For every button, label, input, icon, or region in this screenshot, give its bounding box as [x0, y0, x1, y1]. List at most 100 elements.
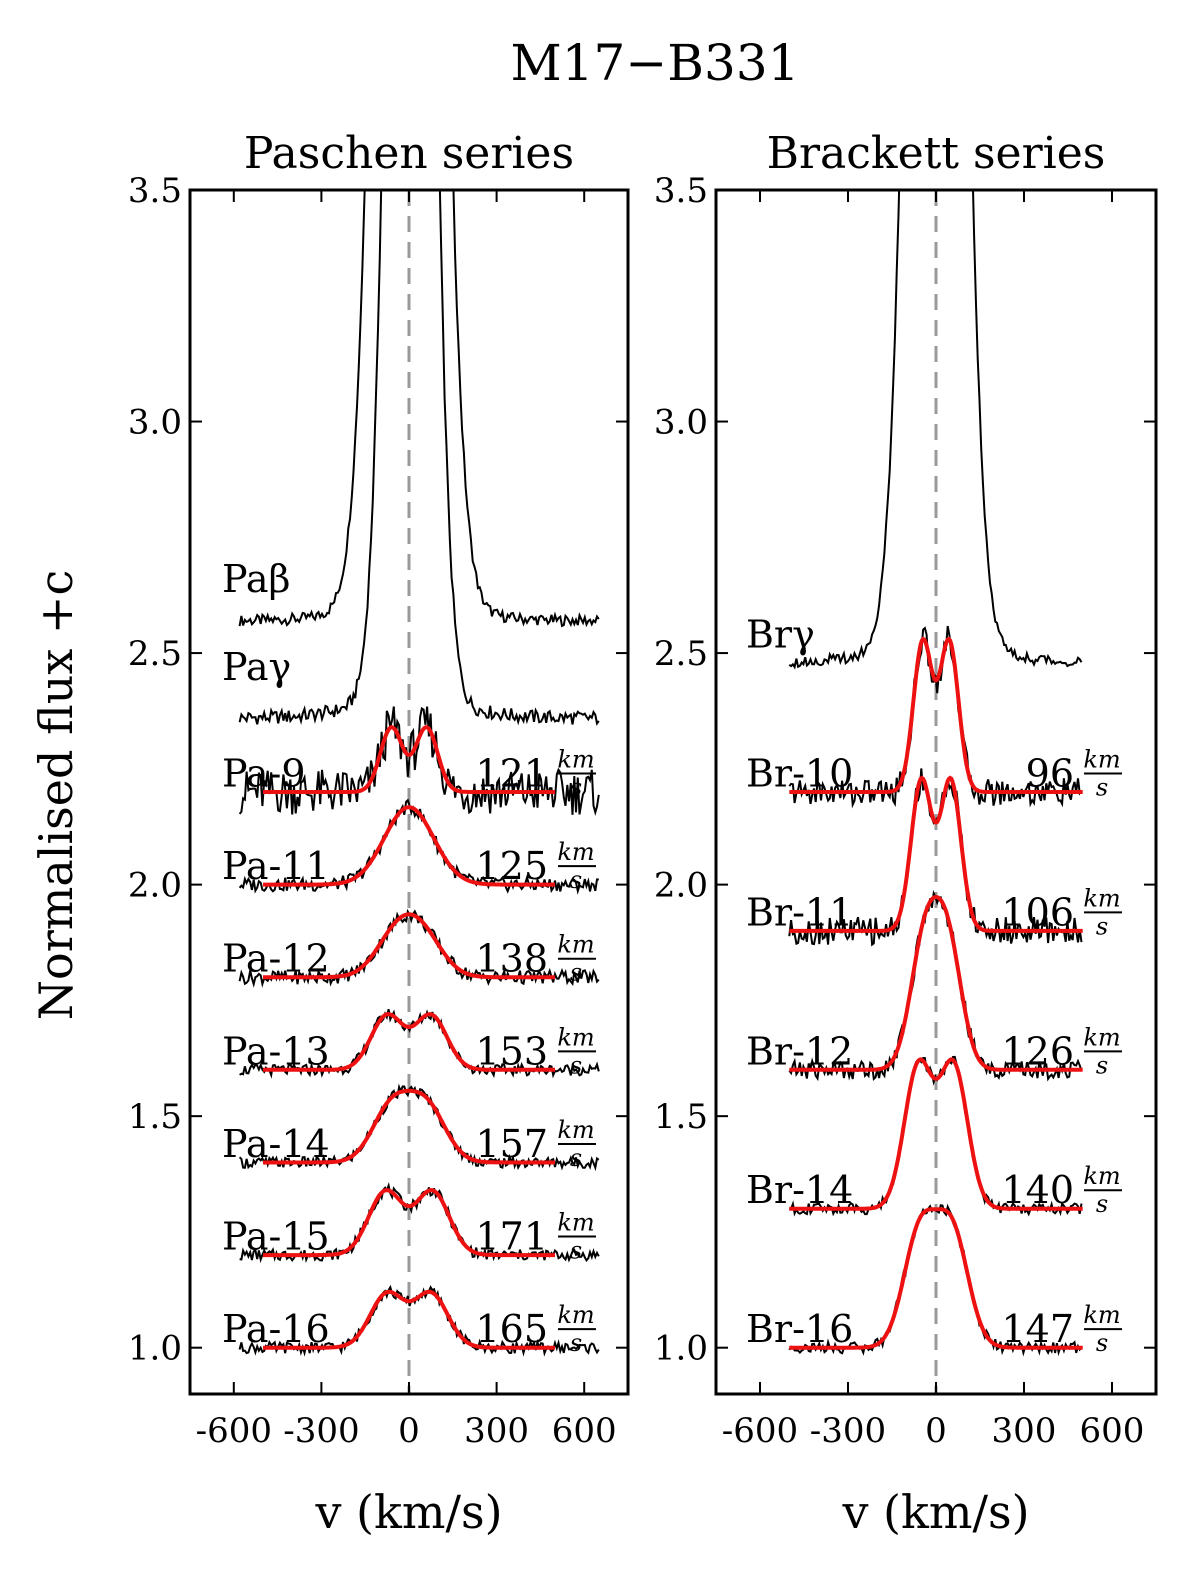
width-value-br-11: 106	[1001, 890, 1074, 934]
plot-area	[788, 190, 1083, 1357]
y-tick-label: 1.5	[654, 1097, 708, 1137]
width-unit-numerator: km	[557, 1023, 594, 1051]
width-unit-numerator: km	[557, 931, 594, 959]
width-unit-denominator: s	[570, 866, 582, 894]
y-tick-label: 3.0	[128, 403, 182, 443]
panel-title: Brackett series	[767, 128, 1106, 179]
observed-spectrum-pa-9	[238, 706, 600, 816]
y-tick-label: 3.5	[654, 171, 708, 211]
width-unit-denominator: s	[1096, 912, 1108, 940]
width-value-pa-12: 138	[475, 937, 548, 981]
line-label-pa-13: Pa-13	[222, 1029, 330, 1073]
fit-profile-pa-16	[263, 1289, 555, 1350]
x-tick-label: 300	[464, 1411, 529, 1451]
line-label-pa-15: Pa-15	[222, 1215, 330, 1259]
width-value-br-12: 126	[1001, 1029, 1074, 1073]
y-tick-label: 1.0	[654, 1329, 708, 1369]
x-tick-label: -600	[196, 1411, 272, 1451]
observed-spectrum-br-10	[788, 625, 1083, 809]
line-label-pa-9: Pa-9	[222, 751, 306, 795]
width-unit-denominator: s	[1096, 773, 1108, 801]
width-value-br-10: 96	[1026, 751, 1074, 795]
line-label-br-16: Br-16	[746, 1307, 853, 1351]
line-label-pa-11: Pa-11	[222, 844, 330, 888]
width-value-pa-16: 165	[475, 1307, 548, 1351]
observed-spectrum-pa	[238, 190, 600, 726]
width-unit-denominator: s	[1096, 1051, 1108, 1079]
width-value-pa-13: 153	[475, 1029, 548, 1073]
width-unit-denominator: s	[570, 1051, 582, 1079]
fit-profile-pa-15	[263, 1188, 555, 1258]
line-label-br-12: Br-12	[746, 1029, 853, 1073]
line-label-br-10: Br-10	[746, 751, 853, 795]
y-tick-label: 1.5	[128, 1097, 182, 1137]
width-unit-numerator: km	[1083, 745, 1120, 773]
width-unit-numerator: km	[1083, 1023, 1120, 1051]
y-tick-label: 1.0	[128, 1329, 182, 1369]
fit-profile-pa-13	[263, 1012, 555, 1072]
x-tick-label: -300	[283, 1411, 359, 1451]
width-unit-denominator: s	[570, 1237, 582, 1265]
width-value-br-14: 140	[1001, 1168, 1074, 1212]
width-unit-numerator: km	[557, 838, 594, 866]
x-tick-label: -600	[722, 1411, 798, 1451]
x-tick-label: 0	[398, 1411, 420, 1451]
line-label-pa: Paβ	[222, 557, 291, 601]
fit-profile-pa-9	[263, 725, 555, 794]
x-axis-label: v (km/s)	[314, 1485, 502, 1539]
line-label-pa-16: Pa-16	[222, 1307, 330, 1351]
fit-profile-br-10	[789, 636, 1083, 794]
width-unit-denominator: s	[570, 1329, 582, 1357]
fit-profile-pa-12	[263, 912, 555, 980]
width-unit-numerator: km	[1083, 1301, 1120, 1329]
fit-profile-pa-11	[263, 805, 555, 887]
fit-profile-br-14	[789, 1057, 1083, 1211]
line-label-pa: Paγ	[222, 645, 291, 689]
width-unit-numerator: km	[1083, 1162, 1120, 1190]
y-tick-label: 3.0	[654, 403, 708, 443]
width-unit-denominator: s	[570, 773, 582, 801]
line-label-br-11: Br-11	[746, 890, 853, 934]
width-unit-denominator: s	[570, 959, 582, 987]
width-unit-denominator: s	[570, 1144, 582, 1172]
y-tick-label: 2.5	[654, 634, 708, 674]
fit-profile-pa-14	[263, 1088, 555, 1165]
fit-profile-br-12	[789, 894, 1083, 1072]
width-value-pa-14: 157	[475, 1122, 548, 1166]
width-unit-numerator: km	[557, 1301, 594, 1329]
fit-profile-br-11	[789, 775, 1083, 933]
observed-spectrum-pa	[238, 190, 600, 628]
x-tick-label: 600	[552, 1411, 617, 1451]
width-value-pa-9: 121	[475, 751, 548, 795]
line-label-br-14: Br-14	[746, 1168, 853, 1212]
x-tick-label: -300	[810, 1411, 886, 1451]
y-tick-label: 2.5	[128, 634, 182, 674]
observed-spectrum-br	[788, 190, 1083, 670]
x-tick-label: 600	[1080, 1411, 1145, 1451]
line-label-br: Brγ	[746, 613, 815, 657]
panel-title: Paschen series	[244, 128, 574, 179]
x-tick-label: 0	[925, 1411, 947, 1451]
width-unit-numerator: km	[557, 1116, 594, 1144]
width-unit-numerator: km	[1083, 884, 1120, 912]
width-unit-denominator: s	[1096, 1329, 1108, 1357]
y-axis-label: Normalised flux +c	[29, 570, 83, 1020]
y-tick-label: 3.5	[128, 171, 182, 211]
figure-title: M17−B331	[511, 34, 800, 92]
width-value-pa-11: 125	[475, 844, 548, 888]
y-tick-label: 2.0	[654, 866, 708, 906]
line-label-pa-12: Pa-12	[222, 937, 330, 981]
y-tick-label: 2.0	[128, 866, 182, 906]
x-axis-label: v (km/s)	[841, 1485, 1029, 1539]
plot-area	[238, 190, 600, 1357]
width-value-br-16: 147	[1001, 1307, 1074, 1351]
line-label-pa-14: Pa-14	[222, 1122, 330, 1166]
width-value-pa-15: 171	[475, 1215, 548, 1259]
width-unit-numerator: km	[557, 745, 594, 773]
fit-profile-br-16	[789, 1207, 1083, 1350]
width-unit-numerator: km	[557, 1209, 594, 1237]
width-unit-denominator: s	[1096, 1190, 1108, 1218]
